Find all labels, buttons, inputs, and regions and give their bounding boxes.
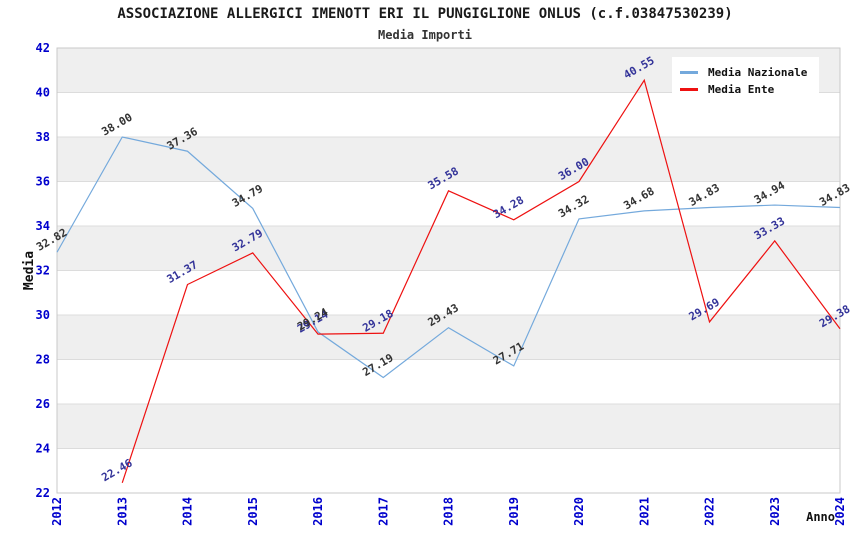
legend-item-media-nazionale: Media Nazionale xyxy=(680,64,807,81)
x-tick-label: 2020 xyxy=(572,497,586,526)
y-tick-label: 30 xyxy=(36,308,50,322)
legend-label: Media Nazionale xyxy=(708,66,808,79)
chart-title: ASSOCIAZIONE ALLERGICI IMENOTT ERI IL PU… xyxy=(117,6,733,22)
media-ente-line xyxy=(121,78,841,483)
x-tick-label: 2015 xyxy=(246,497,260,526)
chart-subtitle: Media Importi xyxy=(378,28,472,42)
y-tick-label: 42 xyxy=(36,41,50,55)
media-nazionale-line xyxy=(56,136,841,379)
grid-band xyxy=(57,137,840,182)
y-tick-label: 38 xyxy=(36,130,50,144)
x-tick-label: 2019 xyxy=(507,497,521,526)
y-tick-label: 40 xyxy=(36,86,50,100)
y-tick-label: 26 xyxy=(36,397,50,411)
x-tick-label: 2014 xyxy=(181,497,195,526)
media-ente-swatch xyxy=(680,88,698,91)
x-tick-label: 2022 xyxy=(703,497,717,526)
y-tick-label: 32 xyxy=(36,264,50,278)
media-nazionale-swatch xyxy=(680,71,698,74)
x-tick-label: 2021 xyxy=(637,497,651,526)
x-tick-label: 2017 xyxy=(376,497,390,526)
legend-label: Media Ente xyxy=(708,83,775,96)
grid-band xyxy=(57,404,840,449)
x-tick-label: 2023 xyxy=(768,497,782,526)
plot-border xyxy=(56,47,841,494)
y-tick-label: 22 xyxy=(36,486,50,500)
x-tick-label: 2012 xyxy=(50,497,64,526)
x-tick-label: 2024 xyxy=(833,497,847,526)
grid-band xyxy=(57,226,840,271)
y-tick-label: 24 xyxy=(36,442,50,456)
y-tick-label: 34 xyxy=(36,219,50,233)
x-tick-label: 2013 xyxy=(115,497,129,526)
x-tick-label: 2018 xyxy=(442,497,456,526)
x-axis-title: Anno xyxy=(806,510,835,524)
y-tick-label: 28 xyxy=(36,353,50,367)
legend-item-media-ente: Media Ente xyxy=(680,81,807,98)
grid-band xyxy=(57,315,840,360)
x-tick-label: 2016 xyxy=(311,497,325,526)
y-axis-title: Media xyxy=(22,251,37,290)
legend: Media Nazionale Media Ente xyxy=(672,57,820,105)
y-tick-label: 36 xyxy=(36,175,50,189)
